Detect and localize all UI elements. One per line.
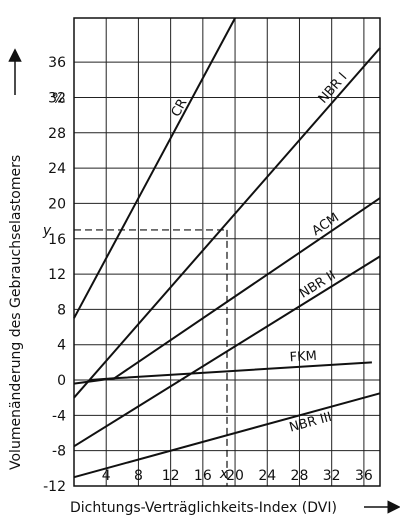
y-tick-label: 0	[57, 373, 66, 389]
tick-labels: 4 8 12 16 20 24 28 32 36 -12 -8 -4 0 4 8 12 16 20 24 28 32 36	[43, 55, 373, 495]
x-tick-label: 20	[226, 468, 244, 484]
series-label-nbr-iii: NBR III	[288, 410, 334, 436]
y-tick-label: -4	[52, 408, 66, 424]
series-line-cr	[73, 17, 236, 319]
y-tick-label: 16	[48, 232, 66, 248]
y-tick-label: 24	[48, 161, 66, 177]
y-tick-label: -8	[52, 444, 66, 460]
series-label-fkm: FKM	[289, 349, 317, 366]
x-axis-title: Dichtungs-Verträglichkeits-Index (DVI)	[70, 500, 337, 516]
y-tick-label: 20	[48, 196, 66, 212]
y-tick-label: 32	[48, 90, 66, 106]
series-line-nbr-iii	[73, 392, 381, 479]
x-tick-label: 32	[323, 468, 341, 484]
y-unit-label: %	[52, 91, 65, 107]
series-line-fkm	[73, 361, 372, 385]
x-tick-label: 4	[102, 468, 111, 484]
x-marker-label: x	[219, 466, 229, 482]
y-marker-label: y	[42, 223, 52, 239]
x-tick-label: 36	[355, 468, 373, 484]
x-tick-label: 12	[162, 468, 180, 484]
x-tick-label: 24	[258, 468, 276, 484]
guide-lines: xy	[42, 223, 229, 486]
x-tick-label: 16	[194, 468, 212, 484]
x-tick-label: 8	[134, 468, 143, 484]
x-tick-label: 28	[291, 468, 309, 484]
y-axis-title: Volumenänderung des Gebrauchselastomers	[8, 155, 24, 470]
y-tick-label: 28	[48, 126, 66, 142]
y-tick-label: 12	[48, 267, 66, 283]
y-tick-label: -12	[43, 479, 66, 495]
series-label-cr: CR	[169, 96, 191, 119]
series-line-nbr-i	[73, 47, 381, 399]
y-tick-label: 8	[57, 302, 66, 318]
y-tick-label: 4	[57, 338, 66, 354]
y-tick-label: 36	[48, 55, 66, 71]
